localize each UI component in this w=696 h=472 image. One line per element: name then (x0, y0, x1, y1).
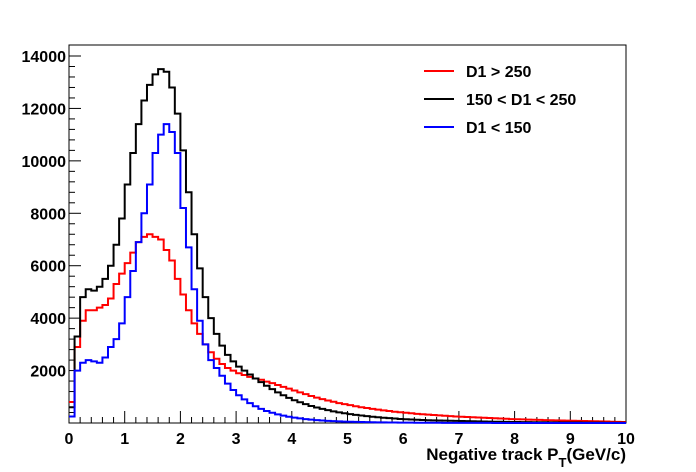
y-tick-label: 6000 (30, 259, 66, 276)
y-tick-labels: 2000 4000 6000 8000 10000 12000 14000 (22, 49, 67, 381)
y-tick-label: 10000 (22, 154, 67, 171)
series-line-3 (69, 123, 626, 424)
x-axis-title-unit: (GeV/c) (566, 445, 626, 464)
legend: D1 > 250 150 < D1 < 250 D1 < 150 (424, 64, 576, 137)
x-tick-label: 6 (399, 431, 408, 448)
y-tick-label: 12000 (22, 101, 67, 118)
y-tick-label: 8000 (30, 206, 66, 223)
legend-label-3: D1 < 150 (466, 120, 531, 137)
x-tick-label: 2 (176, 431, 185, 448)
x-tick-label: 1 (120, 431, 129, 448)
series-line-1 (69, 233, 626, 423)
legend-label-1: D1 > 250 (466, 64, 531, 81)
x-axis-title: Negative track PT(GeV/c) (426, 445, 626, 470)
x-tick-label: 7 (454, 431, 463, 448)
x-tick-label: 4 (287, 431, 296, 448)
x-tick-label: 3 (232, 431, 241, 448)
series-line-2 (69, 68, 626, 424)
x-tick-label: 0 (65, 431, 74, 448)
y-tick-label: 14000 (22, 49, 67, 66)
y-tick-label: 2000 (30, 364, 66, 381)
x-tick-labels: 0 1 2 3 4 5 6 7 8 9 10 (65, 431, 635, 448)
x-tick-label: 5 (343, 431, 352, 448)
y-tick-label: 4000 (30, 311, 66, 328)
series-layer (69, 68, 626, 424)
x-axis-title-subscript: T (559, 455, 567, 470)
x-axis-title-main: Negative track P (426, 445, 558, 464)
x-tick-label: 8 (510, 431, 519, 448)
legend-label-2: 150 < D1 < 250 (466, 92, 576, 109)
x-tick-label: 10 (617, 431, 635, 448)
x-tick-label: 9 (566, 431, 575, 448)
